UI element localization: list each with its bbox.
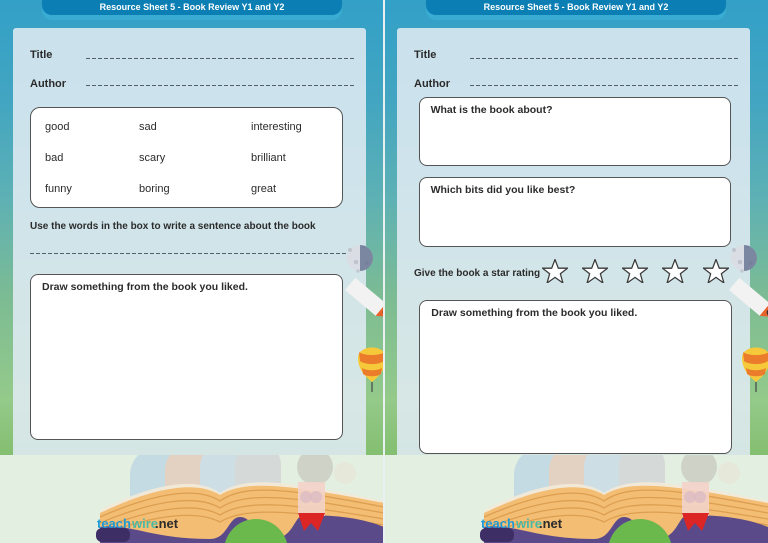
svg-text:wire: wire — [515, 516, 542, 531]
svg-text:teach: teach — [97, 516, 131, 531]
svg-text:wire: wire — [131, 516, 158, 531]
svg-text:teach: teach — [481, 516, 515, 531]
svg-text:.net: .net — [155, 516, 179, 531]
svg-text:.net: .net — [539, 516, 563, 531]
